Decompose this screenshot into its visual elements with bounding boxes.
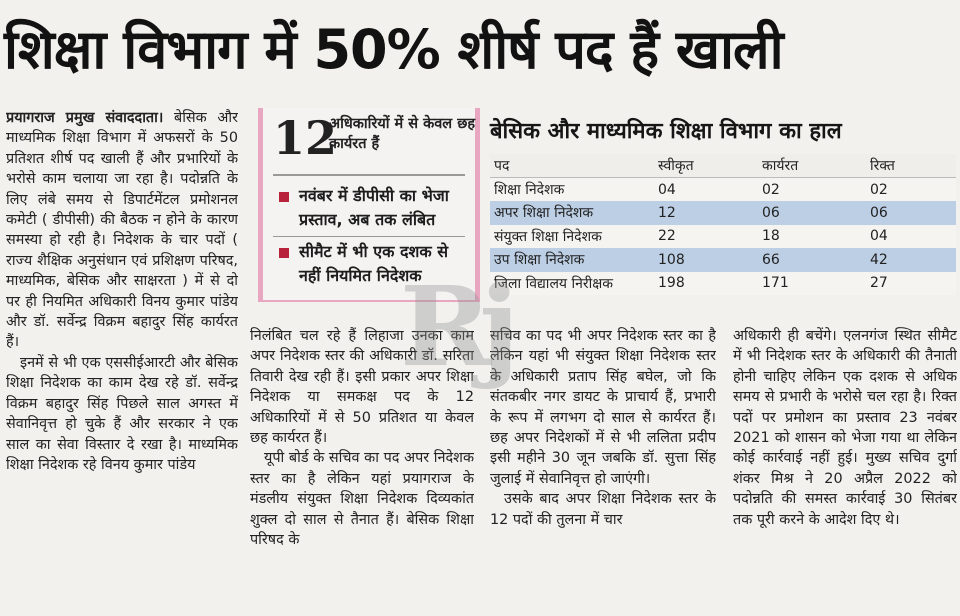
table-title: बेसिक और माध्यमिक शिक्षा विभाग का हाल bbox=[490, 119, 842, 144]
article-paragraph: उसके बाद अपर शिक्षा निदेशक स्तर के 12 पद… bbox=[490, 491, 716, 528]
article-paragraph: प्रयागराज प्रमुख संवाददाता। बेसिक और माध… bbox=[6, 108, 238, 353]
highlight-box: 12 अधिकारियों में से केवल छह कार्यरत हैं… bbox=[258, 108, 480, 302]
table-row: शिक्षा निदेशक 04 02 02 bbox=[490, 177, 956, 201]
column-header: कार्यरत bbox=[762, 158, 799, 174]
square-bullet-icon bbox=[279, 192, 289, 202]
table-cell: 02 bbox=[762, 181, 780, 198]
table-row: अपर शिक्षा निदेशक 12 06 06 bbox=[490, 201, 956, 225]
table-row: उप शिक्षा निदेशक 108 66 42 bbox=[490, 248, 956, 272]
divider bbox=[273, 236, 465, 237]
column-header: रिक्त bbox=[870, 158, 895, 174]
table-cell: 06 bbox=[762, 204, 780, 221]
table-cell: उप शिक्षा निदेशक bbox=[494, 252, 585, 269]
bullet-text: सीमैट में भी एक दशक से नहीं नियमित निदेश… bbox=[299, 242, 449, 285]
table-cell: संयुक्त शिक्षा निदेशक bbox=[494, 228, 602, 245]
article-paragraph: इनमें से भी एक एससीईआरटी और बेसिक शिक्षा… bbox=[6, 354, 238, 473]
article-paragraph: यूपी बोर्ड के सचिव का पद अपर निदेशक स्तर… bbox=[250, 450, 474, 549]
table-cell: 42 bbox=[870, 251, 888, 268]
table-cell: 06 bbox=[870, 204, 888, 221]
article-column-1: प्रयागराज प्रमुख संवाददाता। बेसिक और माध… bbox=[6, 108, 238, 616]
table-cell: 198 bbox=[658, 275, 685, 292]
watermark-logo: Rj bbox=[400, 262, 519, 391]
table-header-row: पद स्वीकृत कार्यरत रिक्त bbox=[490, 154, 956, 178]
divider bbox=[273, 174, 465, 176]
table-cell: शिक्षा निदेशक bbox=[494, 182, 565, 198]
table-cell: 171 bbox=[762, 275, 789, 292]
table-row: जिला विद्यालय निरीक्षक 198 171 27 bbox=[490, 271, 956, 295]
article-column-4: अधिकारी ही बचेंगे। एलनगंज स्थित सीमैट मे… bbox=[733, 326, 957, 616]
table-cell: 04 bbox=[870, 228, 888, 245]
article-column-3: सचिव का पद भी अपर निदेशक स्तर का है लेकि… bbox=[490, 326, 716, 616]
status-table: पद स्वीकृत कार्यरत रिक्त शिक्षा निदेशक 0… bbox=[490, 154, 956, 295]
table-cell: 02 bbox=[870, 181, 888, 198]
table-cell: 04 bbox=[658, 181, 676, 198]
highlight-bullet: सीमैट में भी एक दशक से नहीं नियमित निदेश… bbox=[275, 240, 471, 288]
table-cell: 18 bbox=[762, 228, 780, 245]
article-paragraph: निलंबित चल रहे हैं लिहाजा उनका काम अपर न… bbox=[250, 328, 474, 447]
dateline: प्रयागराज प्रमुख संवाददाता। bbox=[6, 110, 164, 126]
square-bullet-icon bbox=[279, 248, 289, 258]
article-paragraph: सचिव का पद भी अपर निदेशक स्तर का है लेकि… bbox=[490, 328, 716, 487]
bullet-text: नवंबर में डीपीसी का भेजा प्रस्ताव, अब तक… bbox=[299, 186, 449, 229]
paragraph-text: बेसिक और माध्यमिक शिक्षा विभाग में अफसरो… bbox=[6, 110, 238, 351]
column-header: पद bbox=[494, 158, 510, 174]
article-paragraph: अधिकारी ही बचेंगे। एलनगंज स्थित सीमैट मे… bbox=[733, 328, 957, 528]
table-row: संयुक्त शिक्षा निदेशक 22 18 04 bbox=[490, 224, 956, 248]
table-cell: 27 bbox=[870, 275, 888, 292]
table-cell: 108 bbox=[658, 251, 685, 268]
table-cell: 66 bbox=[762, 251, 780, 268]
table-cell: जिला विद्यालय निरीक्षक bbox=[494, 275, 614, 292]
column-header: स्वीकृत bbox=[658, 158, 694, 174]
headline: शिक्षा विभाग में 50% शीर्ष पद हैं खाली bbox=[4, 18, 784, 81]
highlight-subhead: अधिकारियों में से केवल छह कार्यरत हैं bbox=[329, 116, 476, 152]
article-column-2: निलंबित चल रहे हैं लिहाजा उनका काम अपर न… bbox=[250, 326, 474, 616]
table-cell: अपर शिक्षा निदेशक bbox=[494, 205, 594, 222]
table-cell: 22 bbox=[658, 228, 676, 245]
table-cell: 12 bbox=[658, 204, 676, 221]
highlight-bullet: नवंबर में डीपीसी का भेजा प्रस्ताव, अब तक… bbox=[275, 184, 471, 232]
highlight-number: 12 bbox=[273, 111, 338, 165]
